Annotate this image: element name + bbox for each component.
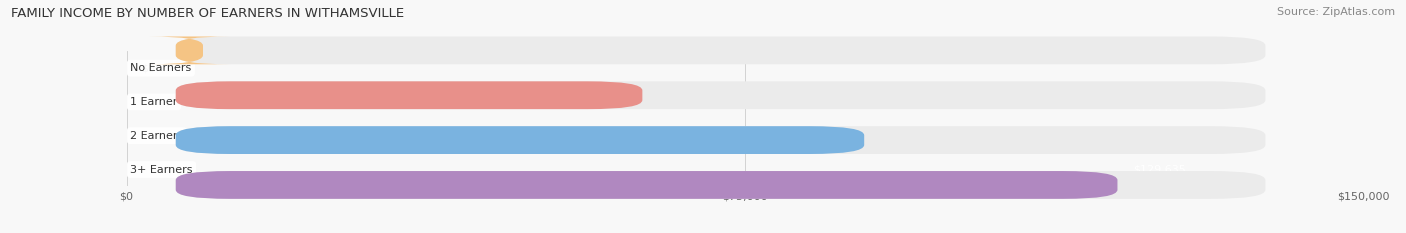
- Text: $64,233: $64,233: [671, 97, 717, 107]
- Text: 3+ Earners: 3+ Earners: [131, 164, 193, 175]
- Text: Source: ZipAtlas.com: Source: ZipAtlas.com: [1277, 7, 1395, 17]
- Text: 2 Earners: 2 Earners: [131, 131, 184, 141]
- Text: $0: $0: [142, 63, 156, 73]
- Text: No Earners: No Earners: [131, 63, 191, 73]
- Text: $94,770: $94,770: [852, 131, 898, 141]
- Text: $129,635: $129,635: [1133, 164, 1185, 175]
- Text: FAMILY INCOME BY NUMBER OF EARNERS IN WITHAMSVILLE: FAMILY INCOME BY NUMBER OF EARNERS IN WI…: [11, 7, 405, 20]
- Text: 1 Earner: 1 Earner: [131, 97, 177, 107]
